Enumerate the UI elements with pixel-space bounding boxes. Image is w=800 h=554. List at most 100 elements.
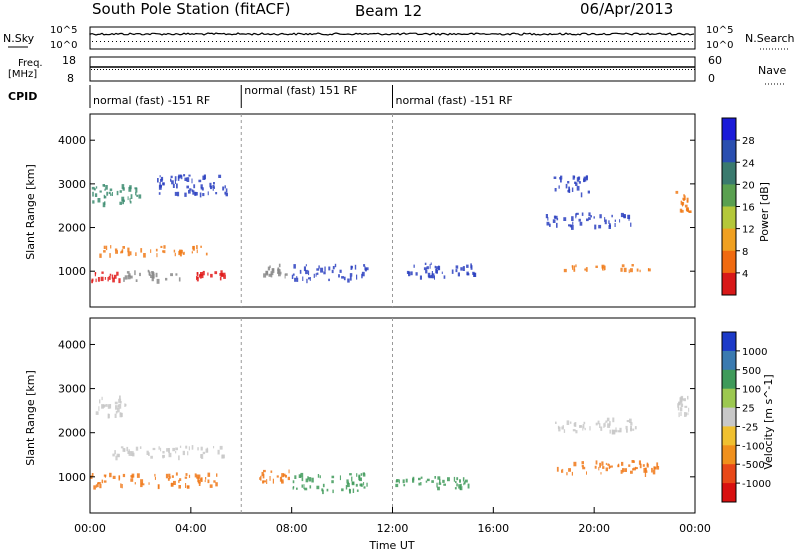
colorbar-tick-label: -1000 xyxy=(742,479,771,490)
scatter-cell xyxy=(599,462,601,468)
nave-dot xyxy=(583,69,584,70)
scatter-cell xyxy=(426,266,429,270)
nsearch-dot xyxy=(392,41,393,42)
scatter-cell xyxy=(573,461,577,467)
nave-label: Nave xyxy=(758,64,786,77)
scatter-cell xyxy=(162,451,165,454)
colorbar-segment xyxy=(722,369,736,390)
scatter-cell xyxy=(104,201,106,205)
scatter-cell xyxy=(191,445,194,450)
scatter-cell xyxy=(635,467,638,470)
scatter-cell xyxy=(265,270,269,276)
scatter-cell xyxy=(112,475,116,479)
x-tick-label: 00:00 xyxy=(679,522,711,535)
colorbar-tick-label: 1000 xyxy=(742,347,767,358)
nave-dot xyxy=(496,69,497,70)
scatter-cell xyxy=(598,466,600,471)
scatter-cell xyxy=(117,408,120,413)
nsearch-dot xyxy=(216,41,217,42)
nsearch-dot xyxy=(336,41,337,42)
scatter-cell xyxy=(354,264,357,270)
nave-dot xyxy=(277,69,278,70)
nsearch-dot xyxy=(312,41,313,42)
nave-dot xyxy=(313,69,314,70)
scatter-cell xyxy=(108,413,110,419)
scatter-cell xyxy=(107,406,111,409)
nsearch-dot xyxy=(292,41,293,42)
scatter-cell xyxy=(171,475,174,478)
nave-dot xyxy=(604,69,605,70)
scatter-cell xyxy=(586,218,589,222)
nave-dot xyxy=(631,69,632,70)
scatter-cell xyxy=(166,448,169,452)
scatter-cell xyxy=(103,250,106,253)
scatter-cell xyxy=(168,473,171,477)
scatter-cell xyxy=(652,469,656,475)
scatter-cell xyxy=(277,268,280,271)
scatter-cell xyxy=(619,219,621,223)
nave-dot xyxy=(238,69,239,70)
colorbar-segment xyxy=(722,272,736,296)
colorbar-tick-label: 16 xyxy=(742,203,755,214)
scatter-cell xyxy=(281,473,285,478)
nsearch-dot xyxy=(232,41,233,42)
scatter-cell xyxy=(618,463,620,467)
nave-dot xyxy=(205,69,206,70)
scatter-cell xyxy=(152,273,155,279)
scatter-cell xyxy=(595,265,598,268)
nsearch-dot xyxy=(604,41,605,42)
nave-dot xyxy=(463,69,464,70)
scatter-cell xyxy=(455,265,459,269)
cpid-segment-label: normal (fast) -151 RF xyxy=(93,94,210,107)
scatter-cell xyxy=(424,262,427,265)
colorbar-tick-label: 25 xyxy=(742,404,755,415)
scatter-cell xyxy=(584,427,586,431)
nsearch-dot xyxy=(572,41,573,42)
scatter-cell xyxy=(196,249,198,254)
nsearch-dot xyxy=(464,41,465,42)
scatter-cell xyxy=(287,476,290,481)
colorbar-tick-label: 500 xyxy=(742,366,761,377)
nsearch-dot xyxy=(436,41,437,42)
scatter-cell xyxy=(308,477,312,482)
scatter-cell xyxy=(103,480,107,483)
scatter-cell xyxy=(307,476,309,480)
nave-dot xyxy=(361,69,362,70)
scatter-cell xyxy=(331,475,335,479)
scatter-cell xyxy=(136,473,140,478)
nave-dot xyxy=(373,69,374,70)
nave-dot xyxy=(415,69,416,70)
scatter-cell xyxy=(109,253,111,258)
scatter-cell xyxy=(160,447,162,452)
scatter-cell xyxy=(362,472,365,475)
scatter-cell xyxy=(178,455,180,461)
scatter-cell xyxy=(154,473,156,477)
nave-dot xyxy=(448,69,449,70)
scatter-cell xyxy=(114,413,117,418)
nave-dot xyxy=(358,69,359,70)
nsearch-dot xyxy=(140,41,141,42)
nave-dot xyxy=(175,69,176,70)
nave-dot xyxy=(538,69,539,70)
scatter-cell xyxy=(151,277,154,282)
nave-dot xyxy=(490,69,491,70)
nave-dot xyxy=(292,69,293,70)
scatter-cell xyxy=(410,271,413,276)
scatter-cell xyxy=(434,275,435,280)
scatter-cell xyxy=(172,183,175,188)
scatter-cell xyxy=(94,193,98,197)
x-tick-label: 00:00 xyxy=(74,522,106,535)
nave-dot xyxy=(562,69,563,70)
scatter-cell xyxy=(104,195,107,199)
scatter-cell xyxy=(630,470,633,474)
nave-dot xyxy=(136,69,137,70)
scatter-cell xyxy=(579,425,582,428)
nave-dot xyxy=(256,69,257,70)
scatter-cell xyxy=(621,461,624,466)
scatter-cell xyxy=(119,413,123,418)
scatter-cell xyxy=(116,271,119,276)
scatter-cell xyxy=(436,269,438,274)
scatter-cell xyxy=(197,479,201,484)
scatter-cell xyxy=(345,484,348,490)
scatter-cell xyxy=(213,480,216,483)
